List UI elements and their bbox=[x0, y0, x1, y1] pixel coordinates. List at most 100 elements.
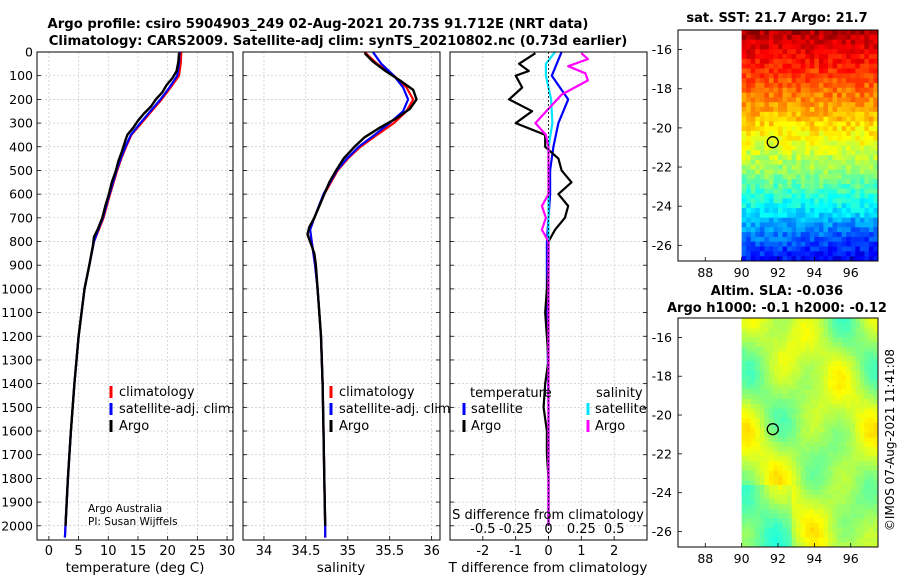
map-cell bbox=[787, 489, 793, 495]
map-cell bbox=[818, 394, 824, 400]
y-tick-label: 500 bbox=[9, 163, 33, 178]
map-cell bbox=[873, 116, 879, 122]
map-cell bbox=[746, 256, 752, 262]
map-cell bbox=[837, 145, 843, 151]
map-cell bbox=[800, 365, 806, 371]
map-cell bbox=[828, 49, 833, 55]
map-cell bbox=[814, 179, 820, 185]
map-cell bbox=[864, 58, 870, 65]
map-cell bbox=[814, 34, 820, 41]
map-cell bbox=[787, 222, 793, 228]
map-cell bbox=[764, 54, 770, 60]
map-cell bbox=[814, 399, 820, 405]
map-cell bbox=[832, 232, 838, 238]
map-cell bbox=[809, 532, 815, 538]
map-cell bbox=[855, 241, 861, 247]
map-cell bbox=[873, 356, 879, 362]
map-cell bbox=[864, 131, 870, 137]
map-cell bbox=[868, 399, 874, 405]
map-cell bbox=[764, 456, 770, 462]
y-tick-label: 100 bbox=[9, 68, 33, 83]
map-cell bbox=[773, 222, 779, 228]
map-cell bbox=[868, 484, 874, 491]
map-cell bbox=[750, 470, 756, 476]
map-cell bbox=[805, 198, 811, 204]
map-cell bbox=[768, 236, 774, 243]
map-cell bbox=[773, 337, 779, 343]
map-cell bbox=[741, 116, 747, 122]
map-cell bbox=[805, 542, 811, 548]
map-cell bbox=[741, 44, 747, 50]
map-cell bbox=[846, 370, 852, 376]
map-cell bbox=[828, 341, 833, 348]
map-cell bbox=[778, 332, 783, 338]
map-cell bbox=[764, 442, 770, 448]
map-cell bbox=[859, 318, 865, 324]
map-cell bbox=[741, 422, 747, 429]
map-cell bbox=[850, 203, 856, 209]
map-cell bbox=[841, 432, 847, 438]
map-cell bbox=[791, 413, 797, 419]
map-cell bbox=[764, 227, 770, 233]
map-cell bbox=[837, 365, 843, 371]
map-cell bbox=[791, 193, 797, 199]
map-cell bbox=[823, 111, 829, 118]
map-cell bbox=[759, 346, 765, 352]
map-cell bbox=[750, 179, 756, 185]
map-cell bbox=[796, 451, 802, 457]
map-cell bbox=[805, 188, 811, 195]
map-cell bbox=[855, 87, 861, 93]
map-cell bbox=[809, 484, 815, 491]
map-cell bbox=[805, 217, 811, 223]
map-cell bbox=[805, 246, 811, 252]
map-cell bbox=[859, 145, 865, 151]
map-cell bbox=[791, 217, 797, 223]
map-cell bbox=[855, 403, 861, 410]
map-cell bbox=[850, 408, 856, 414]
map-cell bbox=[800, 82, 806, 89]
map-cell bbox=[741, 97, 747, 103]
map-cell bbox=[832, 54, 838, 60]
map-cell bbox=[864, 494, 870, 500]
map-cell bbox=[828, 389, 833, 395]
map-cell bbox=[764, 193, 770, 199]
map-cell bbox=[750, 489, 756, 495]
map-cell bbox=[805, 164, 811, 170]
map-cell bbox=[800, 116, 806, 122]
map-cell bbox=[828, 523, 833, 529]
map-cell bbox=[782, 413, 788, 419]
map-cell bbox=[759, 246, 765, 252]
map-cell bbox=[850, 418, 856, 424]
map-cell bbox=[828, 164, 833, 170]
map-cell bbox=[787, 527, 793, 534]
map-cell bbox=[787, 422, 793, 429]
map-cell bbox=[796, 346, 802, 352]
map-cell bbox=[873, 389, 879, 395]
map-cell bbox=[764, 356, 770, 362]
difference-xlabel-top: S difference from climatology bbox=[452, 508, 644, 523]
map-cell bbox=[823, 508, 829, 514]
map-cell bbox=[773, 365, 779, 371]
map-cell bbox=[859, 63, 865, 69]
map-cell bbox=[768, 44, 774, 50]
map-cell bbox=[828, 169, 833, 175]
map-cell bbox=[778, 49, 783, 55]
map-cell bbox=[773, 389, 779, 395]
map-cell bbox=[841, 337, 847, 343]
map-cell bbox=[855, 399, 861, 405]
map-cell bbox=[787, 322, 793, 328]
map-cell bbox=[778, 203, 783, 209]
map-cell bbox=[750, 356, 756, 362]
map-cell bbox=[778, 504, 783, 510]
map-cell bbox=[832, 39, 838, 45]
map-cell bbox=[837, 30, 843, 36]
map-cell bbox=[800, 508, 806, 514]
map-cell bbox=[759, 523, 765, 529]
map-cell bbox=[873, 256, 879, 262]
map-cell bbox=[746, 97, 752, 103]
map-cell bbox=[868, 375, 874, 381]
map-cell bbox=[828, 384, 833, 390]
map-cell bbox=[759, 188, 765, 195]
map-cell bbox=[868, 131, 874, 137]
map-cell bbox=[796, 135, 802, 142]
